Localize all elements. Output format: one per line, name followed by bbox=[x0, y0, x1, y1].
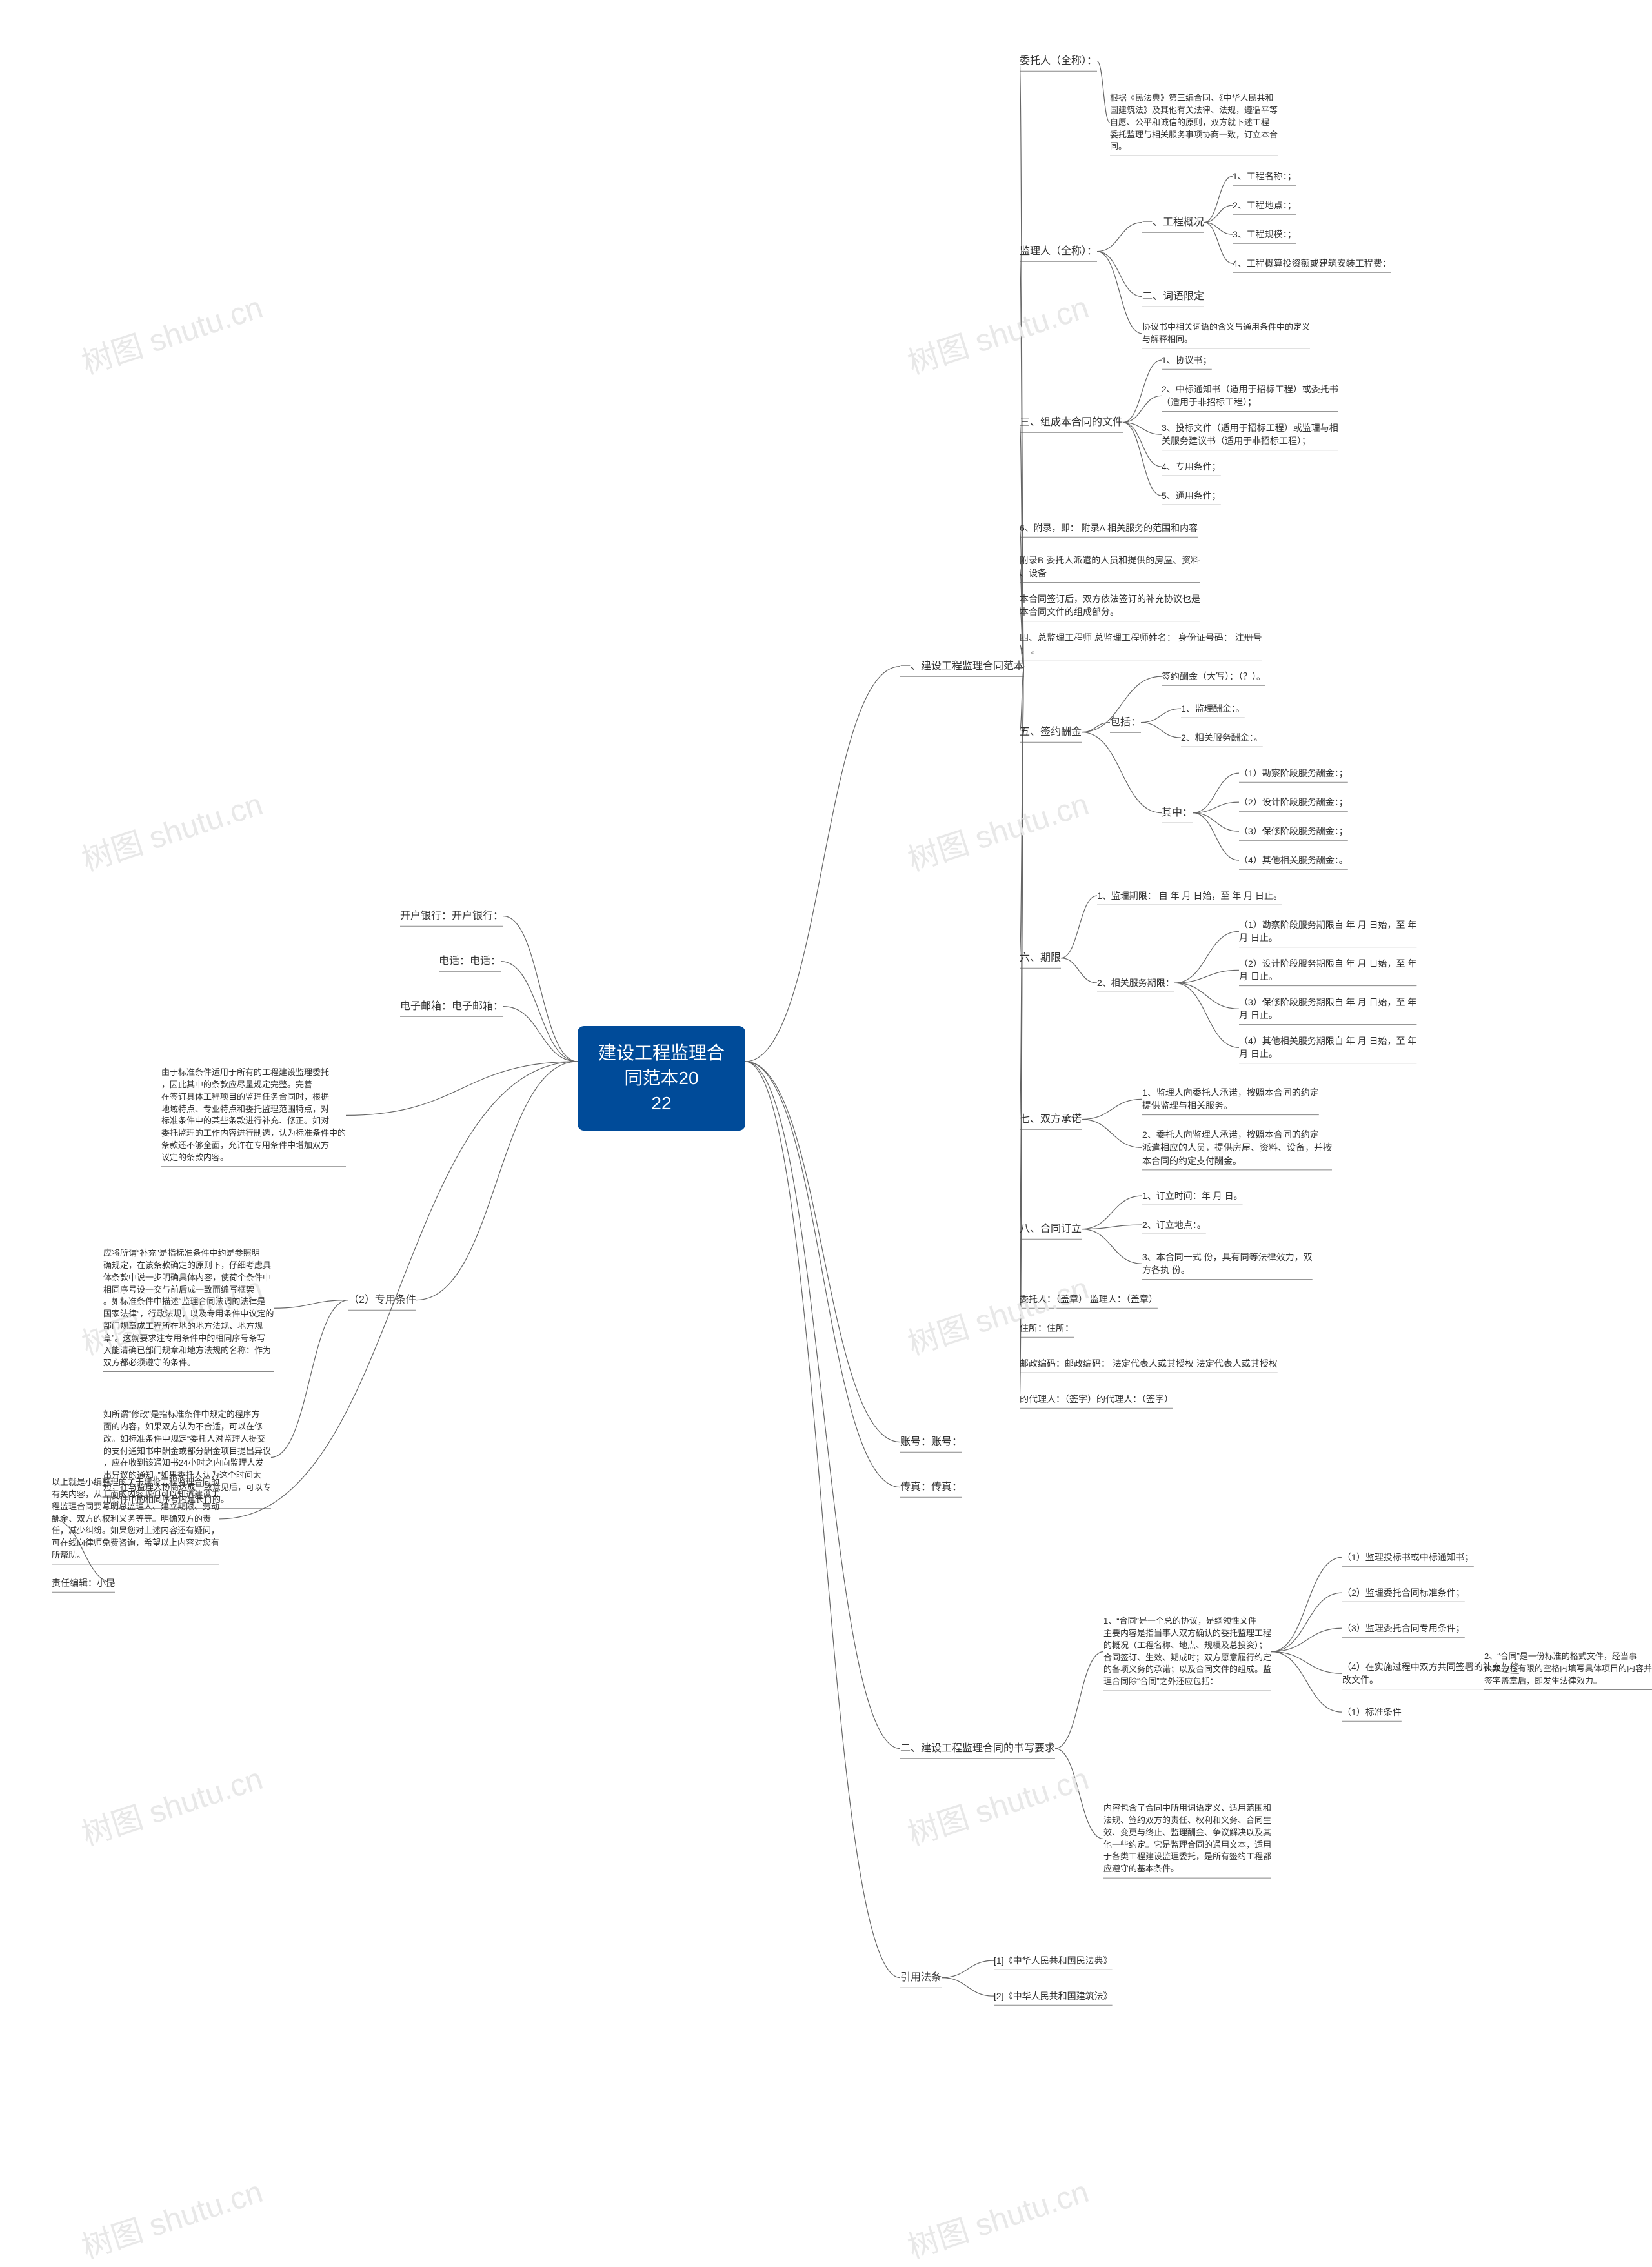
mindmap-node: 协议书中相关词语的含义与通用条件中的定义 与解释相同。 bbox=[1142, 319, 1310, 348]
mindmap-node: 5、通用条件； bbox=[1162, 487, 1221, 504]
mindmap-node: 一、工程概况 bbox=[1142, 213, 1204, 232]
watermark: 树图 shutu.cn bbox=[75, 2166, 267, 2267]
mindmap-node: 1、“合同”是一个总的协议，是纲领性文件 主要内容是指当事人双方确认的委托监理工… bbox=[1103, 1613, 1271, 1690]
mindmap-node: （4）其他相关服务酬金：。 bbox=[1239, 852, 1348, 869]
mindmap-node: 3、投标文件（适用于招标工程）或监理与相 关服务建议书（适用于非招标工程）； bbox=[1162, 419, 1338, 450]
mindmap-node: [1]《中华人民共和国民法典》 bbox=[994, 1952, 1113, 1969]
mindmap-node: 电话：电话： bbox=[439, 952, 501, 971]
mindmap-node: 3、工程规模：； bbox=[1233, 226, 1296, 243]
mindmap-node: 1、监理期限： 自 年 月 日始，至 年 月 日止。 bbox=[1097, 887, 1282, 904]
mindmap-node: 4、专用条件； bbox=[1162, 458, 1221, 475]
mindmap-node: 1、订立时间：年 月 日。 bbox=[1142, 1187, 1243, 1204]
watermark: 树图 shutu.cn bbox=[901, 1753, 1093, 1854]
mindmap-node: 八、合同订立 bbox=[1020, 1220, 1082, 1238]
mindmap-node: 住所：住所： bbox=[1020, 1320, 1074, 1336]
mindmap-node: 二、建设工程监理合同的书写要求 bbox=[900, 1739, 1055, 1758]
mindmap-node: 二、词语限定 bbox=[1142, 287, 1204, 306]
watermark: 树图 shutu.cn bbox=[901, 1263, 1093, 1364]
mindmap-node: （1）勘察阶段服务期限自 年 月 日始，至 年 月 日止。 bbox=[1239, 916, 1416, 947]
mindmap-node: 2、相关服务酬金：。 bbox=[1181, 729, 1263, 746]
central-topic: 建设工程监理合同范本20 22 bbox=[578, 1026, 745, 1131]
mindmap-node: （1）勘察阶段服务酬金：； bbox=[1239, 765, 1348, 781]
mindmap-node: （2）设计阶段服务期限自 年 月 日始，至 年 月 日止。 bbox=[1239, 955, 1416, 985]
mindmap-node: （3）保修阶段服务期限自 年 月 日始，至 年 月 日止。 bbox=[1239, 994, 1416, 1024]
mindmap-node: （2）设计阶段服务酬金：； bbox=[1239, 794, 1348, 811]
mindmap-node: 引用法条 bbox=[900, 1968, 942, 1987]
mindmap-node: 的代理人：（签字）的代理人：（签字） bbox=[1020, 1391, 1173, 1407]
mindmap-node: 责任编辑：小昆 bbox=[52, 1575, 115, 1591]
mindmap-node: 七、双方承诺 bbox=[1020, 1110, 1082, 1129]
mindmap-node: 四、总监理工程师 总监理工程师姓名： 身份证号码： 注册号 ： 。 bbox=[1020, 629, 1262, 660]
mindmap-node: （1）标准条件 bbox=[1342, 1704, 1402, 1720]
mindmap-node: 五、签约酬金 bbox=[1020, 723, 1082, 741]
mindmap-node: （4）其他相关服务期限自 年 月 日始，至 年 月 日止。 bbox=[1239, 1033, 1416, 1063]
mindmap-node: 包括： bbox=[1110, 713, 1141, 732]
mindmap-node: 委托人（全称）： bbox=[1020, 52, 1097, 70]
mindmap-node: 邮政编码：邮政编码： 法定代表人或其授权 法定代表人或其授权 bbox=[1020, 1355, 1278, 1372]
watermark: 树图 shutu.cn bbox=[75, 1753, 267, 1854]
mindmap-node: 三、组成本合同的文件 bbox=[1020, 413, 1123, 432]
mindmap-node: 由于标准条件适用于所有的工程建设监理委托 ，因此其中的条款应尽量规定完整。完善 … bbox=[161, 1065, 346, 1166]
mindmap-node: 2、中标通知书（适用于招标工程）或委托书 （适用于非招标工程）； bbox=[1162, 381, 1338, 411]
mindmap-node: 传真：传真： bbox=[900, 1478, 962, 1496]
mindmap-node: 监理人（全称）： bbox=[1020, 242, 1097, 261]
mindmap-node: （2）专用条件 bbox=[348, 1291, 416, 1309]
mindmap-node: （1）监理投标书或中标通知书； bbox=[1342, 1549, 1474, 1566]
mindmap-node: 账号：账号： bbox=[900, 1433, 962, 1451]
mindmap-node: 以上就是小编整理的关于建设工程监理合同的 有关内容，从上面的内容我们可以知道建设… bbox=[52, 1475, 219, 1564]
watermark: 树图 shutu.cn bbox=[901, 779, 1093, 880]
mindmap-node: 1、协议书； bbox=[1162, 352, 1212, 368]
mindmap-node: 其中： bbox=[1162, 803, 1193, 822]
mindmap-node: 2、订立地点：。 bbox=[1142, 1216, 1206, 1233]
mindmap-node: 2、委托人向监理人承诺，按照本合同的约定 派遣相应的人员，提供房屋、资料、设备，… bbox=[1142, 1126, 1332, 1169]
watermark: 树图 shutu.cn bbox=[901, 2166, 1093, 2267]
mindmap-node: 应将所谓“补充”是指标准条件中约是参照明 确规定，在该条款确定的原则下，仔细考虑… bbox=[103, 1245, 274, 1371]
mindmap-node: 1、工程名称：； bbox=[1233, 168, 1296, 185]
mindmap-node: 本合同签订后，双方依法签订的补充协议也是 本合同文件的组成部分。 bbox=[1020, 590, 1200, 621]
mindmap-node: 内容包含了合同中所用词语定义、适用范围和 法规、签约双方的责任、权利和义务、合同… bbox=[1103, 1800, 1271, 1877]
mindmap-node: 2、“合同”是一份标准的格式文件，经当事 人双方在有限的空格内填写具体项目的内容… bbox=[1484, 1649, 1652, 1689]
mindmap-node: 附录B 委托人派遣的人员和提供的房屋、资料 、设备 bbox=[1020, 552, 1200, 582]
mindmap-node: 2、相关服务期限： bbox=[1097, 974, 1174, 991]
watermark: 树图 shutu.cn bbox=[75, 779, 267, 880]
mindmap-node: （3）保修阶段服务酬金：； bbox=[1239, 823, 1348, 840]
mindmap-node: 1、监理酬金：。 bbox=[1181, 700, 1245, 717]
mindmap-node: 电子邮箱：电子邮箱： bbox=[400, 997, 503, 1016]
mindmap-node: （2）监理委托合同标准条件； bbox=[1342, 1584, 1465, 1601]
mindmap-node: 6、附录，即： 附录A 相关服务的范围和内容 bbox=[1020, 519, 1198, 536]
mindmap-node: 1、监理人向委托人承诺，按照本合同的约定 提供监理与相关服务。 bbox=[1142, 1084, 1319, 1114]
mindmap-node: 委托人：（盖章） 监理人：（盖章） bbox=[1020, 1291, 1158, 1307]
mindmap-node: 六、期限 bbox=[1020, 949, 1061, 967]
mindmap-node: [2]《中华人民共和国建筑法》 bbox=[994, 1988, 1113, 2004]
mindmap-node: 签约酬金（大写）：（？）。 bbox=[1162, 668, 1265, 685]
watermark: 树图 shutu.cn bbox=[75, 282, 267, 383]
mindmap-node: 2、工程地点：； bbox=[1233, 197, 1296, 214]
mindmap-node: 4、工程概算投资额或建筑安装工程费： bbox=[1233, 255, 1391, 272]
watermark: 树图 shutu.cn bbox=[901, 282, 1093, 383]
mindmap-node: 开户银行：开户银行： bbox=[400, 907, 503, 925]
mindmap-node: 一、建设工程监理合同范本 bbox=[900, 657, 1024, 676]
mindmap-node: 根据《民法典》第三编合同、《中华人民共和 国建筑法》及其他有关法律、法规，遵循平… bbox=[1110, 90, 1278, 155]
mindmap-node: （3）监理委托合同专用条件； bbox=[1342, 1620, 1465, 1637]
mindmap-node: 3、本合同一式 份，具有同等法律效力，双 方各执 份。 bbox=[1142, 1249, 1313, 1279]
